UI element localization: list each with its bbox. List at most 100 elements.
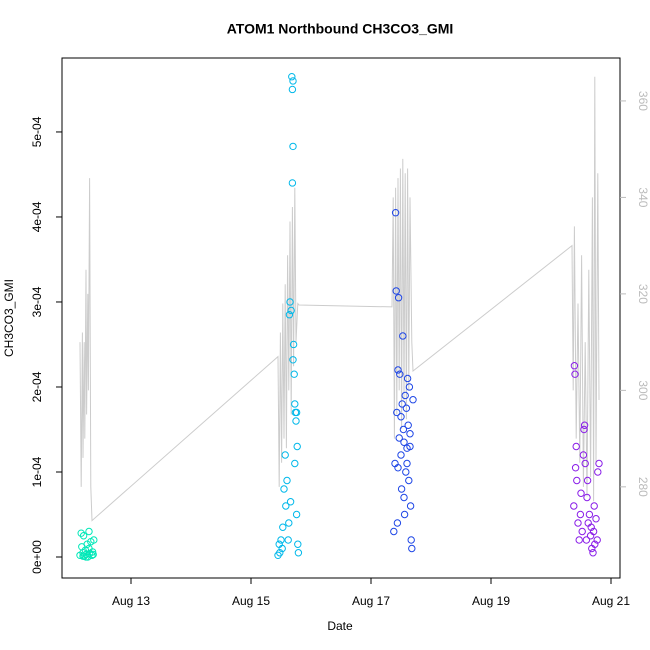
point <box>79 552 87 560</box>
point <box>407 536 415 544</box>
point <box>571 370 579 378</box>
point <box>404 421 412 429</box>
point <box>393 519 402 527</box>
point <box>287 306 295 315</box>
point <box>289 142 297 151</box>
point <box>402 468 410 476</box>
point <box>283 476 291 485</box>
point <box>589 549 597 557</box>
y2-tick-label: 320 <box>636 284 650 304</box>
point <box>398 400 406 408</box>
point <box>579 451 588 459</box>
point <box>289 340 298 349</box>
point <box>397 485 406 493</box>
point <box>292 417 300 425</box>
point <box>279 523 287 531</box>
point <box>292 408 301 417</box>
point <box>89 550 97 559</box>
point <box>406 502 415 510</box>
y-tick-label: 3e-04 <box>30 286 44 317</box>
point <box>292 510 301 519</box>
point <box>285 519 293 527</box>
point <box>277 536 285 544</box>
point <box>278 544 286 553</box>
point <box>90 536 98 544</box>
point <box>290 370 298 378</box>
point <box>85 527 93 536</box>
point <box>82 553 90 561</box>
y2-tick-label: 360 <box>636 91 650 111</box>
point <box>79 532 88 540</box>
point <box>570 502 578 510</box>
point <box>405 476 413 485</box>
x-tick-label: Aug 21 <box>592 594 630 608</box>
x-tick-label: Aug 15 <box>232 594 270 608</box>
point <box>401 391 409 400</box>
point <box>286 298 294 306</box>
point <box>77 529 85 537</box>
point <box>285 311 294 319</box>
point <box>282 502 290 510</box>
point <box>400 438 408 446</box>
y-tick-label: 4e-04 <box>30 201 44 232</box>
point <box>288 179 297 187</box>
plot-box <box>61 57 621 579</box>
y-axis-label: CH3CO3_GMI <box>2 279 16 357</box>
point <box>595 459 603 468</box>
point <box>591 540 599 548</box>
y2-tick-label: 280 <box>636 477 650 497</box>
point <box>580 421 589 429</box>
point <box>583 493 591 502</box>
point <box>577 489 585 497</box>
point <box>294 540 302 548</box>
point <box>572 442 580 451</box>
y-tick-label: 2e-04 <box>30 371 44 402</box>
point <box>593 536 601 544</box>
point <box>589 527 598 536</box>
point <box>581 459 589 468</box>
y2-tick-label: 340 <box>636 187 650 207</box>
line <box>79 76 600 522</box>
chart-title: ATOM1 Northbound CH3CO3_GMI <box>227 21 454 37</box>
point <box>406 430 414 438</box>
point <box>394 464 402 472</box>
point <box>288 73 296 81</box>
point <box>394 294 403 302</box>
point <box>582 536 591 544</box>
point <box>280 485 288 493</box>
point <box>571 464 580 472</box>
point <box>393 408 401 417</box>
point <box>291 400 299 408</box>
point <box>397 413 405 421</box>
point <box>594 468 602 476</box>
point <box>390 527 398 536</box>
point <box>570 362 579 370</box>
point <box>294 549 303 557</box>
y2-tick-label: 300 <box>636 380 650 400</box>
point <box>592 515 600 523</box>
point <box>397 451 405 459</box>
point <box>408 544 416 553</box>
y-tick-label: 1e-04 <box>30 456 44 487</box>
point <box>85 544 93 553</box>
point <box>289 356 297 364</box>
point <box>288 85 297 94</box>
point <box>293 442 301 451</box>
x-tick-label: Aug 13 <box>112 594 150 608</box>
point <box>403 459 411 468</box>
point <box>291 459 299 468</box>
point <box>399 332 407 340</box>
point <box>281 451 289 459</box>
point <box>590 502 598 510</box>
point <box>394 366 402 374</box>
point <box>289 77 297 85</box>
point <box>399 425 408 434</box>
point <box>400 493 408 502</box>
point <box>396 370 404 378</box>
point <box>578 527 586 536</box>
point <box>406 442 414 451</box>
y-tick-label: 0e+00 <box>30 540 44 574</box>
point <box>580 425 588 434</box>
x-tick-label: Aug 19 <box>472 594 510 608</box>
